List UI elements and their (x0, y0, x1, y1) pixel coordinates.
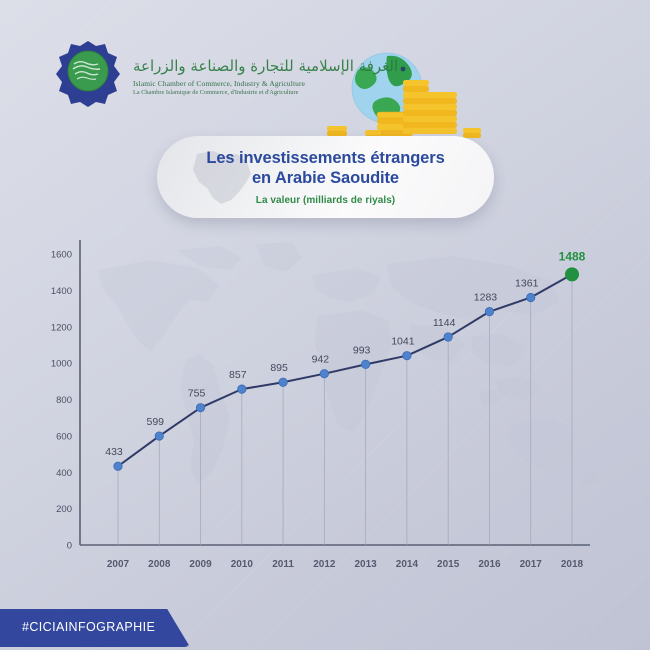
y-tick-label: 200 (56, 504, 72, 515)
globe-and-coin-stacks-icon (325, 48, 495, 148)
data-label: 895 (270, 362, 288, 374)
data-label: 993 (353, 344, 371, 356)
x-tick-label: 2010 (231, 559, 254, 570)
data-label: 1041 (391, 336, 415, 348)
organization-names: الغرفة الإسلامية للتجارة والصناعة والزرا… (133, 52, 399, 96)
line-chart-svg: 0 200 400 600 800 1000 1200 1400 1600 433 599 755 8… (51, 240, 590, 570)
data-marker (402, 351, 412, 361)
saudi-arabia-map-icon (187, 148, 259, 210)
hashtag-banner: #CICIAINFOGRAPHIE (0, 609, 190, 647)
data-label: 599 (147, 416, 165, 428)
y-tick-label: 400 (56, 468, 72, 479)
data-marker (443, 332, 453, 342)
x-tick-label: 2007 (107, 559, 130, 570)
y-tick-label: 1200 (51, 322, 72, 333)
chart-area: 0 200 400 600 800 1000 1200 1400 1600 433 599 755 8… (0, 232, 650, 587)
x-tick-label: 2012 (313, 559, 336, 570)
x-tick-label: 2018 (561, 559, 584, 570)
data-label: 755 (188, 388, 206, 400)
data-marker (484, 307, 495, 317)
data-marker (526, 292, 536, 303)
x-tick-label: 2008 (148, 559, 171, 570)
title-line-1: Les investissements étrangers (206, 149, 445, 167)
page-subtitle: La valeur (milliards de riyals) (255, 195, 396, 207)
data-marker (319, 369, 329, 379)
y-tick-label: 1000 (51, 359, 72, 370)
y-tick-label: 0 (67, 541, 72, 552)
title-card: Les investissements étrangers en Arabie … (157, 136, 494, 218)
x-axis-ticks: 2007 2008 2009 2010 2011 2012 2013 2014 2015 2016… (107, 559, 584, 570)
hashtag-label: #CICIAINFOGRAPHIE (22, 620, 156, 634)
page-title: Les investissements étrangers en Arabie … (157, 136, 494, 188)
x-tick-label: 2009 (189, 559, 212, 570)
data-label-highlight: 1488 (559, 249, 586, 263)
y-tick-label: 600 (56, 431, 72, 442)
y-tick-label: 1400 (51, 286, 72, 297)
data-marker (154, 431, 164, 441)
data-line (117, 273, 573, 468)
data-point-labels: 433 599 755 857 895 942 993 1041 1144 1283 1361 148… (105, 249, 585, 458)
data-label: 942 (312, 354, 330, 366)
organization-logo-block: الغرفة الإسلامية للتجارة والصناعة والزرا… (52, 38, 398, 110)
x-tick-label: 2015 (437, 559, 460, 570)
title-line-2: en Arabie Saoudite (251, 169, 400, 188)
data-marker (195, 403, 206, 413)
data-marker (237, 384, 247, 394)
org-arabic-name: الغرفة الإسلامية للتجارة والصناعة والزرا… (133, 57, 399, 76)
data-label: 433 (105, 446, 123, 458)
x-tick-label: 2016 (478, 559, 501, 570)
islamic-chamber-seal-icon (52, 38, 124, 110)
org-french-name: La Chambre Islamique de Commerce, d'Indu… (133, 88, 299, 96)
data-marker (278, 377, 288, 387)
y-axis-ticks: 0 200 400 600 800 1000 1200 1400 1600 (51, 250, 72, 552)
data-label: 857 (229, 369, 247, 381)
x-tick-label: 2013 (355, 559, 378, 570)
org-english-name: Islamic Chamber of Commerce, Industry & … (133, 78, 306, 88)
y-tick-label: 1600 (51, 250, 72, 261)
data-marker (113, 461, 123, 471)
x-tick-label: 2011 (272, 559, 294, 570)
y-tick-label: 800 (56, 395, 72, 406)
x-tick-label: 2017 (520, 559, 543, 570)
data-label: 1283 (474, 292, 498, 304)
data-label: 1144 (433, 317, 456, 329)
data-label: 1361 (515, 277, 539, 289)
drop-lines (117, 274, 573, 545)
x-tick-label: 2014 (396, 559, 419, 570)
data-marker-highlight (565, 267, 579, 282)
banner-shape (0, 609, 190, 647)
data-markers (113, 267, 579, 471)
data-marker (361, 359, 371, 369)
